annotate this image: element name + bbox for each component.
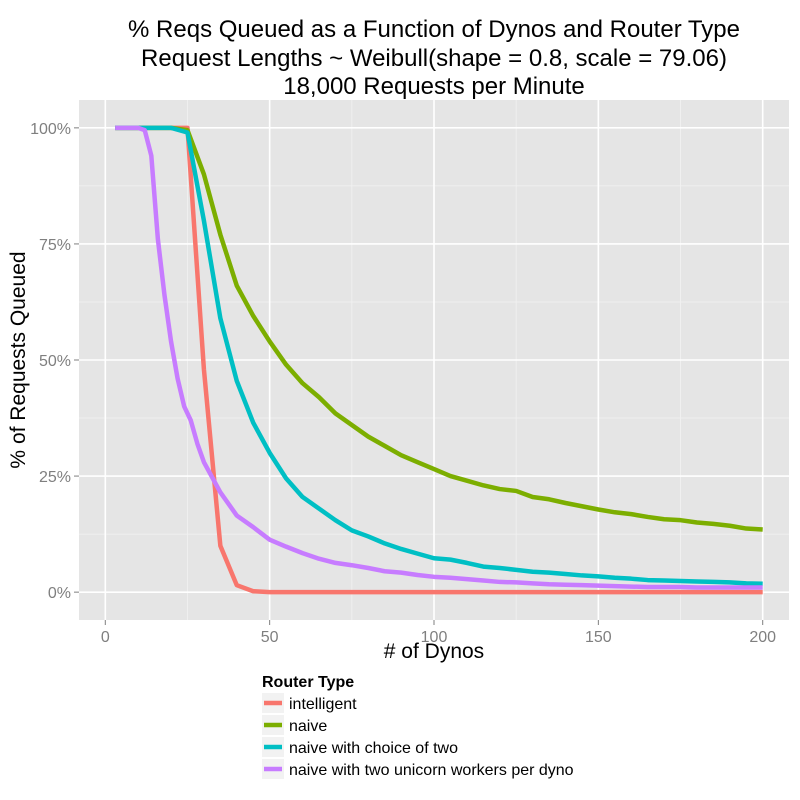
y-tick-label: 50% [39,353,71,370]
x-axis-label: # of Dynos [384,640,484,663]
chart-title: % Reqs Queued as a Function of Dynos and… [128,16,740,100]
x-tick-label: 0 [101,629,110,646]
legend-label-intelligent: intelligent [289,696,357,713]
legend-items: intelligent naive naive with choice of two… [262,693,574,779]
x-tick-label: 150 [585,629,612,646]
y-axis-ticks: 0% 25% 50% 75% 100% [30,121,79,602]
legend-label-naive-with-choice-of-two: naive with choice of two [289,740,458,757]
y-tick-label: 100% [30,121,71,138]
y-tick-label: 75% [39,237,71,254]
x-axis-ticks: 0 50 100 150 200 [101,620,776,646]
chart-title-line-3: 18,000 Requests per Minute [283,73,585,100]
series-line-naive-with-choice-of-two [115,125,763,587]
chart-title-line-1: % Reqs Queued as a Function of Dynos and… [128,16,740,43]
x-tick-label: 50 [261,629,279,646]
x-tick-label: 200 [749,629,776,646]
y-tick-label: 25% [39,469,71,486]
y-tick-label: 0% [48,585,71,602]
chart-title-line-2: Request Lengths ~ Weibull(shape = 0.8, s… [141,45,727,72]
x-tick-label: 100 [421,629,448,646]
legend-label-naive-with-two-unicorn-workers-per-dyno: naive with two unicorn workers per dyno [289,762,574,779]
legend: Router Type intelligent naive naive with c… [262,674,574,779]
y-axis-label: % of Requests Queued [7,251,30,468]
series-lines [115,125,763,595]
legend-label-naive: naive [289,718,327,735]
series-line-naive-with-two-unicorn-workers-per-dyno [115,125,763,590]
legend-title: Router Type [262,674,354,691]
series-line-naive [115,125,763,532]
